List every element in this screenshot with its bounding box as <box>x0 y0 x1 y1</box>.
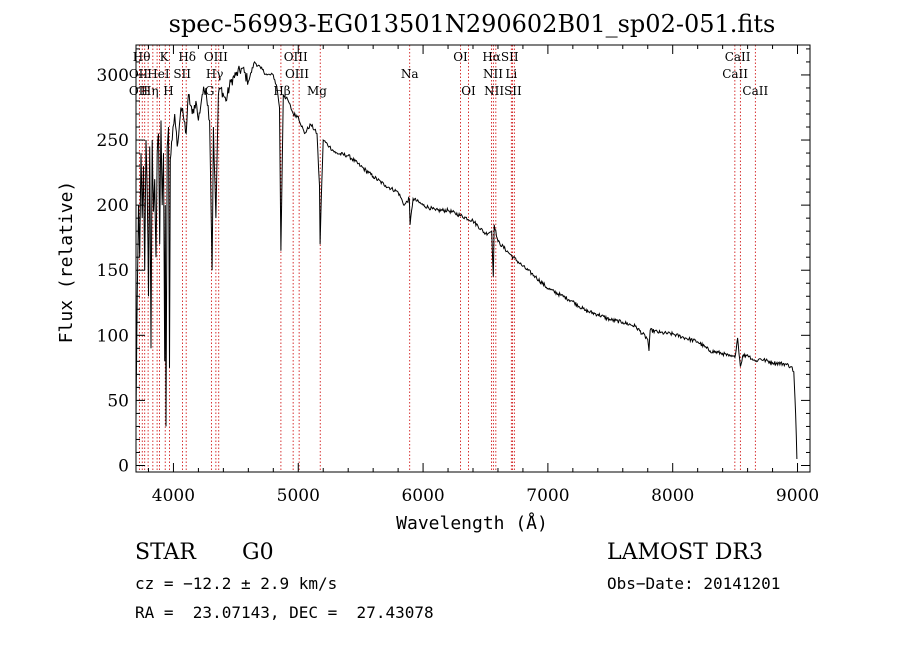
line-label-8: OII <box>129 67 149 81</box>
line-label-24: NIISII <box>484 84 522 98</box>
line-label-13: Na <box>401 67 419 81</box>
x-tick-label: 7000 <box>526 486 569 506</box>
line-label-20: G <box>205 84 215 98</box>
x-tick-label: 6000 <box>401 486 444 506</box>
line-label-23: OI <box>461 84 476 98</box>
chart-title: spec-56993-EG013501N290602B01_sp02-051.f… <box>169 10 776 38</box>
x-axis: 4000 5000 6000 7000 8000 9000 <box>147 45 819 506</box>
line-label-14: NII <box>483 67 503 81</box>
line-label-10: SII <box>173 67 191 81</box>
line-label-5: OI <box>453 50 468 64</box>
line-label-11: Hγ <box>206 67 224 81</box>
line-label-9: HeI <box>147 67 170 81</box>
line-label-16: CaII <box>722 67 748 81</box>
x-tick-label: 8000 <box>651 486 694 506</box>
line-label-4: OIII <box>284 50 308 64</box>
y-axis-label: Flux (relative) <box>56 181 77 344</box>
line-label-2: Hδ <box>178 50 196 64</box>
line-label-18: Hη <box>141 84 159 98</box>
y-tick-label: 300 <box>97 66 129 86</box>
y-tick-label: 50 <box>107 391 129 411</box>
spectrum-line <box>135 60 798 460</box>
y-tick-label: 250 <box>97 131 129 151</box>
spectral-line-markers <box>138 45 756 472</box>
plot-frame <box>135 44 811 473</box>
x-tick-label: 9000 <box>776 486 819 506</box>
line-label-19: H <box>163 84 173 98</box>
line-label-22: Mg <box>307 84 327 98</box>
y-tick-label: 150 <box>97 261 129 281</box>
x-axis-label: Wavelength (Å) <box>396 512 548 534</box>
line-label-15: Li <box>505 67 517 81</box>
line-label-21: Hβ <box>273 84 290 98</box>
y-axis: 0 50 100 150 200 250 300 <box>97 48 810 476</box>
line-label-1: K <box>160 50 170 64</box>
coordinates: RA = 23.07143, DEC = 27.43078 <box>135 603 434 622</box>
object-subclass: G0 <box>242 540 274 565</box>
line-label-17: OII <box>129 84 149 98</box>
line-label-7: CaII <box>725 50 751 64</box>
survey-name: LAMOST DR3 <box>607 540 763 565</box>
y-tick-label: 200 <box>97 196 129 216</box>
line-label-6: HαSII <box>482 50 519 64</box>
x-tick-label: 5000 <box>277 486 320 506</box>
object-class: STAR <box>135 540 196 565</box>
y-tick-label: 100 <box>97 326 129 346</box>
line-label-3: OIII <box>204 50 228 64</box>
y-tick-label: 0 <box>118 456 129 476</box>
observation-date: Obs−Date: 20141201 <box>607 574 781 593</box>
x-tick-label: 4000 <box>152 486 195 506</box>
line-label-0: Hθ <box>133 50 151 64</box>
line-label-25: CaII <box>742 84 768 98</box>
redshift-velocity: cz = −12.2 ± 2.9 km/s <box>135 574 338 593</box>
line-label-12: OIII <box>285 67 309 81</box>
